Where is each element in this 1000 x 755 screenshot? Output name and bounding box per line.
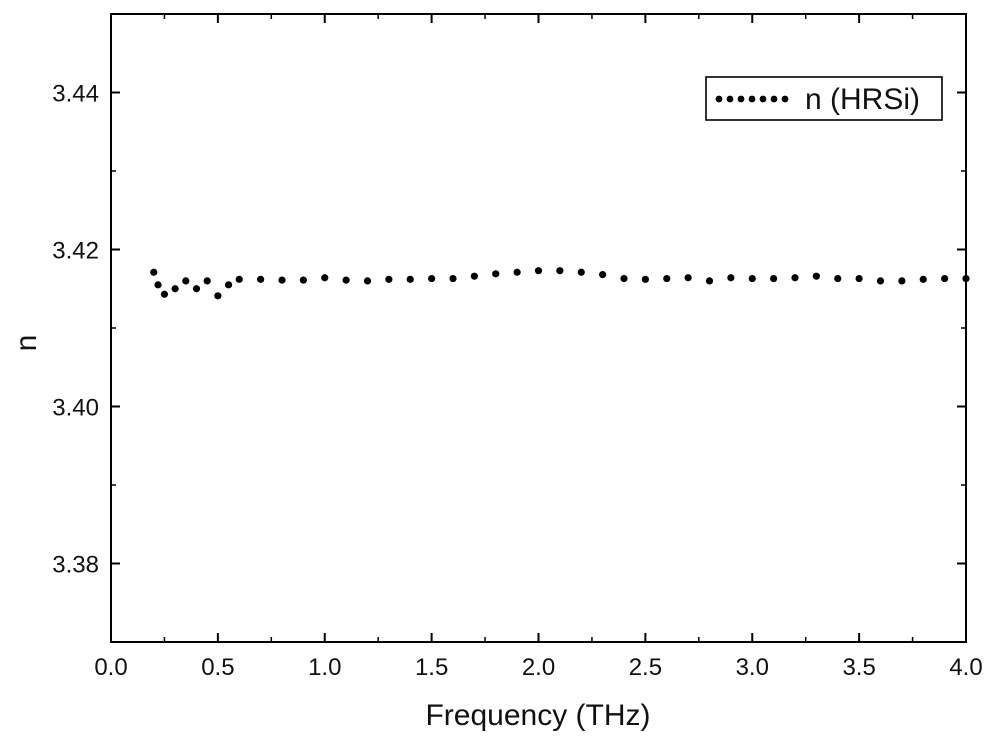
data-point	[727, 274, 735, 282]
x-tick-label: 2.0	[522, 654, 555, 681]
y-axis-label: n	[10, 335, 43, 352]
x-tick-label: 4.0	[949, 654, 982, 681]
x-tick-label: 3.5	[842, 654, 875, 681]
data-point	[492, 270, 500, 278]
data-point	[941, 274, 949, 283]
data-point	[363, 277, 372, 285]
data-point	[150, 268, 158, 276]
data-point	[321, 274, 329, 282]
data-point	[919, 275, 927, 283]
data-point	[192, 285, 201, 293]
data-point	[224, 281, 233, 289]
data-point	[962, 274, 970, 283]
data-point	[684, 274, 692, 282]
data-point	[876, 277, 885, 285]
y-tick-label: 3.38	[52, 552, 99, 579]
data-point	[154, 281, 162, 289]
axis-ticks	[110, 14, 967, 642]
legend-marker-dot	[748, 95, 756, 103]
data-point	[599, 271, 607, 279]
x-tick-label: 1.0	[308, 654, 341, 681]
data-point	[278, 276, 286, 284]
data-point	[791, 274, 799, 282]
data-point	[182, 277, 190, 285]
legend-marker-dot	[737, 95, 745, 103]
data-point	[257, 275, 265, 283]
data-point	[898, 277, 906, 285]
x-tick-label: 0.5	[201, 654, 234, 681]
data-point	[449, 274, 457, 283]
data-point	[812, 272, 820, 280]
legend-marker	[715, 95, 789, 103]
legend-box	[705, 76, 943, 121]
data-point	[663, 274, 671, 283]
legend-marker-dot	[770, 95, 778, 103]
data-point	[620, 274, 628, 283]
data-point	[577, 268, 585, 276]
data-point	[834, 274, 842, 283]
x-tick-label: 0.0	[94, 654, 127, 681]
data-point	[641, 275, 649, 283]
y-tick-label: 3.40	[52, 395, 99, 422]
data-point	[470, 272, 478, 280]
x-axis-label: Frequency (THz)	[425, 699, 650, 732]
legend: n (HRSi)	[705, 76, 943, 121]
data-point	[406, 275, 414, 283]
legend-label: n (HRSi)	[805, 83, 920, 116]
data-points	[150, 267, 970, 300]
legend-marker-dot	[759, 95, 767, 103]
data-point	[299, 276, 307, 284]
legend-marker-dot	[781, 95, 789, 103]
data-point	[770, 274, 778, 283]
x-tick-label: 3.0	[736, 654, 769, 681]
data-point	[214, 292, 222, 300]
y-tick-label: 3.42	[52, 238, 99, 265]
data-point	[385, 275, 393, 283]
axis-tick-labels: 0.0 0.5 1.0 1.5 2.0 2.5 3.0 3.5 4.0 3.38 3.40 3.42 3…	[52, 81, 982, 682]
data-point	[705, 277, 714, 285]
data-point	[342, 276, 350, 284]
y-tick-label: 3.44	[52, 81, 99, 108]
legend-marker-dot	[715, 95, 723, 103]
x-tick-label: 1.5	[415, 654, 448, 681]
data-point	[428, 274, 436, 283]
legend-marker-dot	[726, 95, 734, 103]
data-point	[160, 290, 169, 298]
data-point	[534, 267, 543, 275]
x-tick-label: 2.5	[629, 654, 662, 681]
data-point	[556, 267, 564, 275]
data-point	[171, 285, 179, 293]
data-point	[748, 274, 756, 283]
data-point	[203, 277, 211, 285]
data-point	[855, 274, 863, 283]
data-point	[513, 268, 521, 276]
data-point	[235, 275, 243, 283]
